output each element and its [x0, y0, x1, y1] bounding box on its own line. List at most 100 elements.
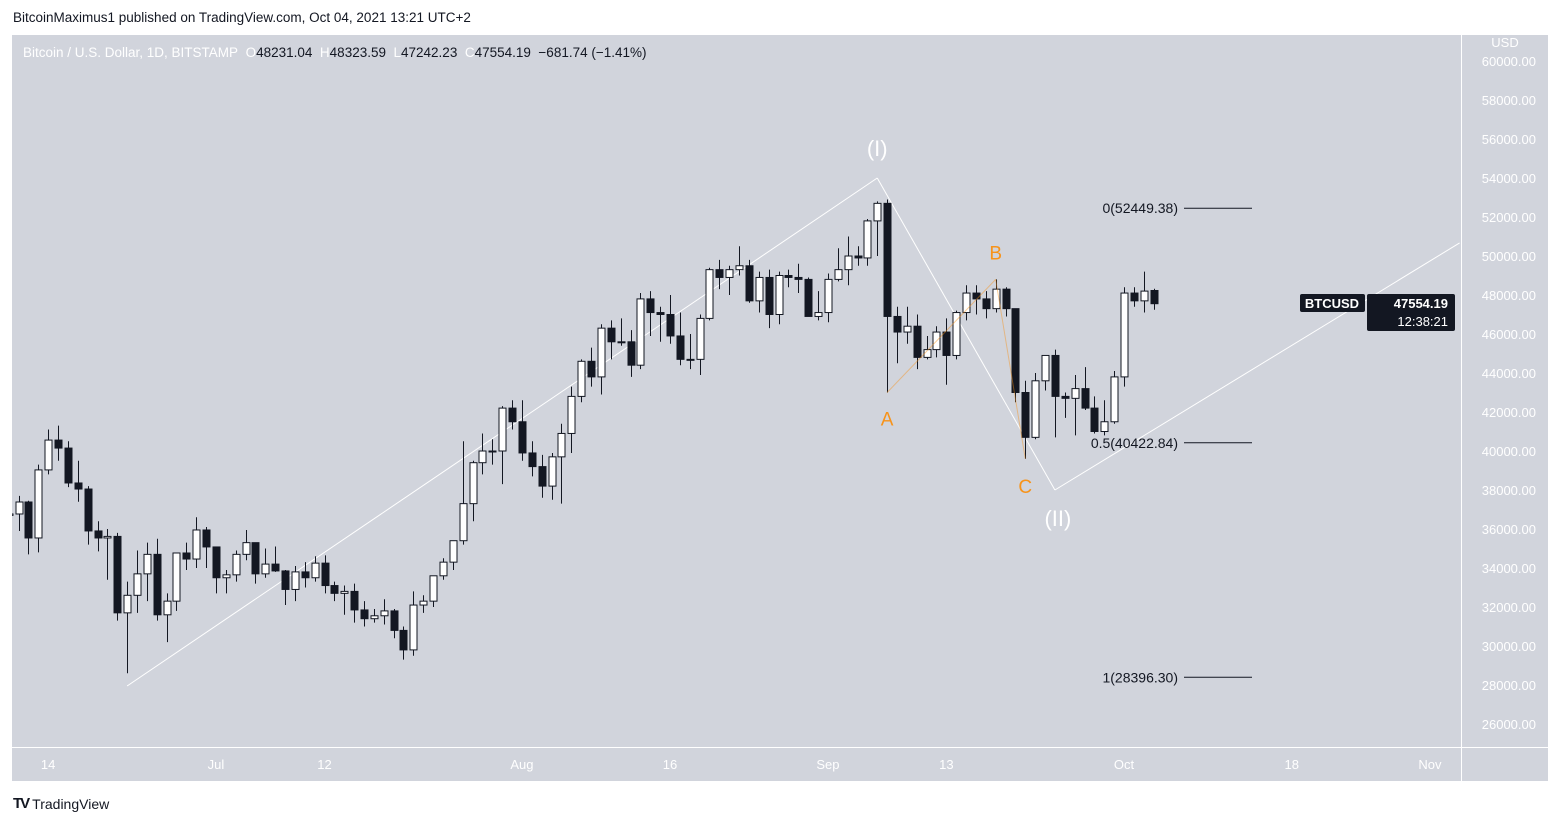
- candle: [1061, 392, 1070, 418]
- candle-body: [222, 574, 231, 579]
- candle-body: [1031, 380, 1040, 438]
- candle: [627, 330, 636, 377]
- time-tick-label: 18: [1285, 757, 1299, 772]
- time-tick-label: Jul: [208, 757, 225, 772]
- candle-body: [883, 202, 892, 317]
- candle: [192, 517, 201, 568]
- candle: [577, 359, 586, 403]
- candle: [745, 259, 754, 303]
- candle-body: [1100, 421, 1109, 432]
- candle: [64, 441, 73, 488]
- candle: [311, 556, 320, 582]
- candle-body: [153, 553, 162, 616]
- candle: [1071, 374, 1080, 436]
- candle: [419, 595, 428, 613]
- time-tick-label: Nov: [1418, 757, 1442, 772]
- candle: [439, 558, 448, 580]
- candle-body: [469, 462, 478, 505]
- candle-body: [1140, 290, 1149, 302]
- candle-body: [1071, 388, 1080, 399]
- candle-body: [192, 529, 201, 560]
- symbol-title: Bitcoin / U.S. Dollar, 1D, BITSTAMP: [23, 45, 239, 60]
- candle-body: [399, 629, 408, 651]
- candle: [1021, 380, 1030, 459]
- annotation-labels: 0(52449.38) 0.5(40422.84) 1(28396.30) (I) (I…: [867, 136, 1252, 685]
- low-label: L: [393, 45, 402, 60]
- price-tick-label: 32000.00: [1482, 600, 1536, 615]
- candle-body: [962, 292, 971, 314]
- candle-body: [804, 278, 813, 317]
- candle-body: [567, 395, 576, 434]
- wave-label-wave-i: (I): [867, 136, 888, 161]
- candle: [784, 269, 793, 288]
- candle-body: [992, 288, 1001, 310]
- wave-label-wave-ii: (II): [1044, 506, 1071, 531]
- wave-lines: [886, 279, 1026, 459]
- candle: [893, 306, 902, 364]
- candle-body: [291, 571, 300, 590]
- candle: [380, 599, 389, 625]
- candle-body: [972, 292, 981, 300]
- price-tick-label: 44000.00: [1482, 366, 1536, 381]
- candle-body: [617, 341, 626, 344]
- price-axis[interactable]: 60000.00 58000.00 56000.00 54000.00 52000.00…: [1482, 54, 1536, 732]
- abc-wave-line: [995, 279, 1026, 459]
- candle: [873, 201, 882, 256]
- wave-label-b: B: [989, 243, 1002, 264]
- candle: [271, 546, 280, 572]
- low-value: 47242.23: [401, 45, 458, 60]
- candle: [676, 312, 685, 366]
- candle-body: [54, 439, 63, 449]
- price-tick-label: 42000.00: [1482, 405, 1536, 420]
- candle-body: [705, 269, 714, 319]
- high-value: 48323.59: [329, 45, 386, 60]
- candle-body: [370, 615, 379, 620]
- candle: [1081, 367, 1090, 411]
- candle: [251, 542, 260, 584]
- candle-body: [784, 275, 793, 278]
- wave-label-c: C: [1018, 477, 1032, 498]
- candle-body: [557, 432, 566, 458]
- candle-body: [123, 594, 132, 614]
- candle-body: [439, 561, 448, 577]
- candle: [429, 575, 438, 607]
- candle-body: [982, 298, 991, 310]
- candle: [854, 246, 863, 266]
- candle-body: [301, 571, 310, 579]
- time-axis[interactable]: 14 Jul 12 Aug 16 Sep 13 Oct 18 Nov: [41, 757, 1442, 772]
- candle: [350, 583, 359, 623]
- candle: [863, 218, 872, 266]
- close-value: 47554.19: [474, 45, 531, 60]
- price-tick-label: 38000.00: [1482, 483, 1536, 498]
- candle: [123, 581, 132, 674]
- candle: [409, 591, 418, 656]
- candle-body: [419, 600, 428, 606]
- candle: [1002, 287, 1011, 317]
- candle: [1051, 349, 1060, 438]
- candle: [163, 593, 172, 643]
- candle-body: [15, 501, 24, 515]
- brand-name[interactable]: TradingView: [32, 795, 110, 812]
- time-tick-label: Sep: [816, 757, 839, 772]
- price-tick-label: 40000.00: [1482, 444, 1536, 459]
- candle: [923, 335, 932, 360]
- bar-countdown: 12:38:21: [1397, 314, 1448, 329]
- symbol-tag: BTCUSD: [1305, 296, 1359, 311]
- candle: [15, 495, 24, 531]
- fib-level-label: 0.5(40422.84): [1091, 435, 1178, 451]
- candle-body: [1081, 388, 1090, 409]
- time-tick-label: Oct: [1114, 757, 1135, 772]
- last-price-value: 47554.19: [1394, 296, 1448, 311]
- candle-body: [538, 466, 547, 487]
- candle: [54, 425, 63, 461]
- candle: [340, 585, 349, 615]
- candle: [696, 314, 705, 375]
- candle-body: [508, 407, 517, 423]
- price-tick-label: 60000.00: [1482, 54, 1536, 69]
- candle: [844, 236, 853, 286]
- candle-body: [1002, 288, 1011, 310]
- candle-body: [103, 535, 112, 539]
- candle-body: [1051, 354, 1060, 397]
- candle-body: [775, 275, 784, 315]
